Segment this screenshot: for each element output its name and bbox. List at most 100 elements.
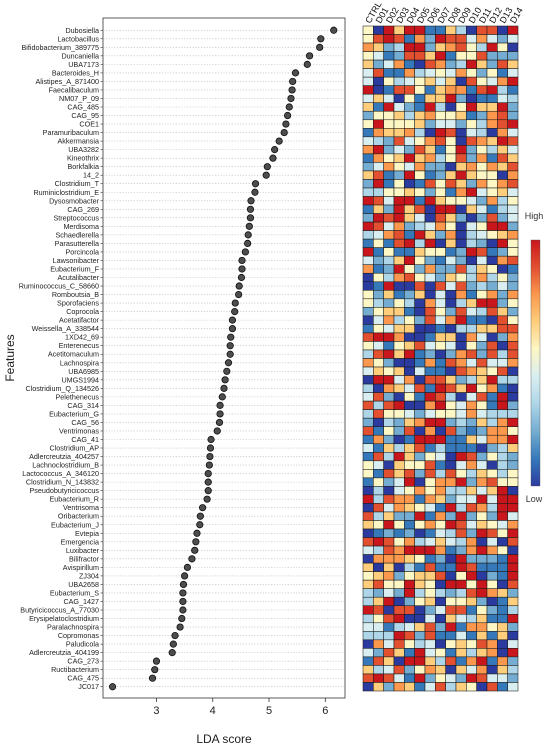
heatmap-cell	[466, 511, 477, 521]
heatmap-cell	[497, 341, 508, 351]
heatmap-cell	[393, 486, 405, 496]
heatmap-cell	[497, 255, 508, 265]
heatmap-cell	[373, 264, 384, 274]
heatmap-cell	[455, 503, 467, 513]
heatmap-cell	[393, 272, 405, 283]
heatmap-cell	[404, 298, 415, 308]
heatmap-cell	[507, 315, 519, 325]
heatmap-cell	[476, 622, 488, 632]
heatmap-cell	[466, 639, 477, 649]
heatmap-cell	[383, 477, 395, 487]
heatmap-cell	[507, 272, 519, 283]
heatmap-cell	[383, 128, 395, 138]
heatmap-cell	[486, 93, 498, 104]
heatmap-cell	[362, 93, 374, 104]
heatmap-cell	[476, 85, 488, 95]
feature-label: Clostridium_N_143832	[26, 478, 99, 487]
heatmap-cell	[486, 136, 498, 146]
heatmap-cell	[445, 298, 457, 308]
heatmap-cell	[424, 247, 436, 257]
heatmap-cell	[486, 545, 498, 555]
heatmap-cell	[445, 341, 457, 351]
heatmap-cell	[393, 520, 405, 530]
heatmap-cell	[435, 417, 446, 427]
heatmap-cell	[362, 42, 374, 52]
heatmap-cell	[435, 25, 446, 35]
heatmap-cell	[373, 366, 384, 376]
heatmap-cell	[393, 613, 405, 624]
heatmap-cell	[486, 452, 498, 462]
heatmap-cell	[486, 119, 498, 129]
heatmap-cell	[476, 93, 488, 104]
heatmap-cell	[424, 196, 436, 206]
heatmap-cell	[424, 272, 436, 283]
heatmap-cell	[486, 298, 498, 308]
heatmap-cell	[435, 426, 446, 436]
feature-label: Acetitomaculum	[48, 350, 99, 359]
feature-label: Akkermansia	[57, 137, 99, 146]
heatmap-cell	[455, 520, 467, 530]
lda-point	[178, 614, 186, 623]
heatmap-cell	[414, 639, 426, 649]
heatmap-cell	[497, 196, 508, 206]
heatmap-cell	[424, 59, 436, 69]
heatmap-cell	[445, 622, 457, 632]
heatmap-cell	[424, 443, 436, 453]
heatmap-cell	[486, 153, 498, 163]
heatmap-cell	[404, 366, 415, 376]
heatmap-cell	[383, 494, 395, 504]
lda-point	[235, 290, 243, 299]
heatmap-cell	[466, 656, 477, 666]
heatmap-cell	[424, 375, 436, 385]
feature-label: Parasutterella	[55, 239, 99, 248]
heatmap-cell	[455, 76, 467, 86]
feature-label: CAG_273	[67, 657, 99, 666]
heatmap-cell	[466, 443, 477, 453]
heatmap-cell	[435, 452, 446, 462]
heatmap-cell	[455, 443, 467, 453]
feature-label: Coprocola	[66, 307, 99, 316]
heatmap-cell	[476, 76, 488, 86]
heatmap-cell	[383, 460, 395, 470]
heatmap-cell	[466, 128, 477, 138]
heatmap-cell	[435, 503, 446, 513]
heatmap-cell	[383, 59, 395, 69]
heatmap-cell	[404, 332, 415, 342]
heatmap-cell	[497, 460, 508, 470]
heatmap-cell	[393, 494, 405, 504]
heatmap-cell	[507, 59, 519, 69]
lda-point	[203, 495, 211, 503]
lda-point	[183, 563, 192, 571]
heatmap-cell	[404, 128, 415, 138]
feature-label: Luxibacter	[66, 546, 100, 555]
heatmap-cell	[414, 596, 426, 607]
heatmap-cell	[466, 290, 477, 300]
heatmap-cell	[497, 153, 508, 163]
heatmap-cell	[497, 332, 508, 342]
heatmap-cell	[435, 179, 446, 189]
feature-label: Borkfalkia	[67, 162, 99, 171]
heatmap-cell	[383, 605, 395, 615]
heatmap-cell	[373, 605, 384, 615]
heatmap-cell	[362, 426, 374, 436]
heatmap-cell	[424, 42, 436, 52]
heatmap-cell	[486, 579, 498, 589]
heatmap-cell	[393, 85, 405, 95]
heatmap-cell	[404, 324, 415, 334]
heatmap-cell	[497, 136, 508, 146]
heatmap-cell	[445, 588, 457, 598]
heatmap-cell	[476, 486, 488, 496]
heatmap-cell	[383, 281, 395, 291]
heatmap-cell	[424, 162, 436, 172]
heatmap-cell	[414, 631, 426, 641]
heatmap-cell	[455, 341, 467, 351]
heatmap-cell	[424, 528, 436, 538]
heatmap-cell	[476, 494, 488, 504]
lda-point	[244, 231, 252, 239]
heatmap-cell	[393, 434, 405, 445]
heatmap-cell	[362, 307, 374, 317]
heatmap-cell	[393, 605, 405, 615]
heatmap-cell	[445, 42, 457, 52]
heatmap-cell	[362, 85, 374, 95]
heatmap-cell	[497, 417, 508, 427]
